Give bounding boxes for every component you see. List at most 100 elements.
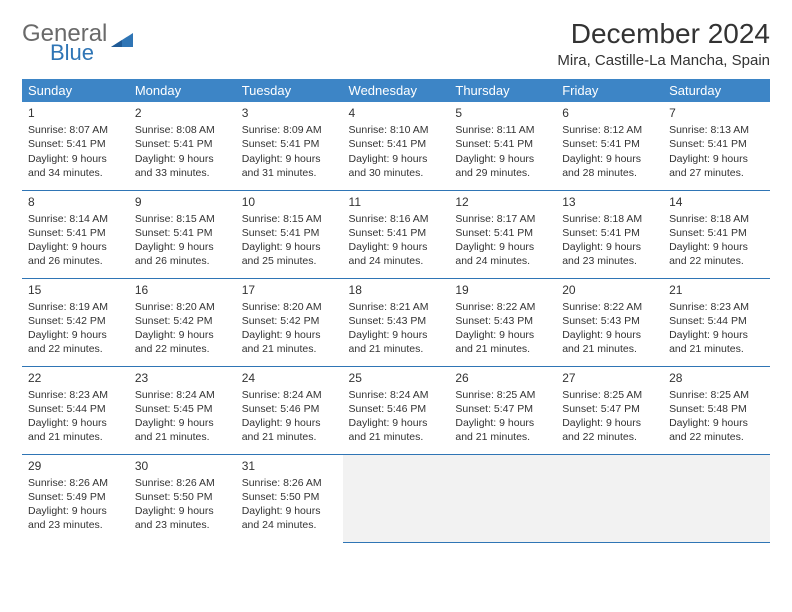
sunrise-line: Sunrise: 8:20 AM [242, 300, 337, 314]
day-number: 6 [562, 105, 657, 121]
sunset-line: Sunset: 5:41 PM [242, 137, 337, 151]
daylight-line: Daylight: 9 hours and 22 minutes. [28, 328, 123, 356]
sunset-line: Sunset: 5:50 PM [242, 490, 337, 504]
sunset-line: Sunset: 5:41 PM [455, 137, 550, 151]
day-number: 15 [28, 282, 123, 298]
day-number: 27 [562, 370, 657, 386]
daylight-line: Daylight: 9 hours and 22 minutes. [669, 416, 764, 444]
day-number: 17 [242, 282, 337, 298]
calendar-cell: 3Sunrise: 8:09 AMSunset: 5:41 PMDaylight… [236, 102, 343, 190]
title-block: December 2024 Mira, Castille-La Mancha, … [557, 18, 770, 69]
daylight-line: Daylight: 9 hours and 21 minutes. [455, 328, 550, 356]
daylight-line: Daylight: 9 hours and 28 minutes. [562, 152, 657, 180]
daylight-line: Daylight: 9 hours and 26 minutes. [135, 240, 230, 268]
calendar-row: 22Sunrise: 8:23 AMSunset: 5:44 PMDayligh… [22, 366, 770, 454]
sunrise-line: Sunrise: 8:22 AM [455, 300, 550, 314]
day-number: 29 [28, 458, 123, 474]
calendar-cell: 22Sunrise: 8:23 AMSunset: 5:44 PMDayligh… [22, 366, 129, 454]
sunset-line: Sunset: 5:44 PM [669, 314, 764, 328]
day-number: 18 [349, 282, 444, 298]
daylight-line: Daylight: 9 hours and 24 minutes. [349, 240, 444, 268]
daylight-line: Daylight: 9 hours and 21 minutes. [349, 416, 444, 444]
sunrise-line: Sunrise: 8:25 AM [562, 388, 657, 402]
sunset-line: Sunset: 5:42 PM [28, 314, 123, 328]
sunrise-line: Sunrise: 8:25 AM [669, 388, 764, 402]
calendar-cell: 2Sunrise: 8:08 AMSunset: 5:41 PMDaylight… [129, 102, 236, 190]
day-number: 13 [562, 194, 657, 210]
daylight-line: Daylight: 9 hours and 24 minutes. [242, 504, 337, 532]
sunrise-line: Sunrise: 8:11 AM [455, 123, 550, 137]
sunrise-line: Sunrise: 8:20 AM [135, 300, 230, 314]
sunrise-line: Sunrise: 8:07 AM [28, 123, 123, 137]
weekday-header-row: SundayMondayTuesdayWednesdayThursdayFrid… [22, 79, 770, 102]
sunrise-line: Sunrise: 8:21 AM [349, 300, 444, 314]
calendar-cell: 7Sunrise: 8:13 AMSunset: 5:41 PMDaylight… [663, 102, 770, 190]
day-number: 14 [669, 194, 764, 210]
sunset-line: Sunset: 5:41 PM [28, 137, 123, 151]
sunrise-line: Sunrise: 8:09 AM [242, 123, 337, 137]
sunset-line: Sunset: 5:44 PM [28, 402, 123, 416]
sunset-line: Sunset: 5:41 PM [349, 137, 444, 151]
calendar-cell: 19Sunrise: 8:22 AMSunset: 5:43 PMDayligh… [449, 278, 556, 366]
sunrise-line: Sunrise: 8:12 AM [562, 123, 657, 137]
calendar-cell: 23Sunrise: 8:24 AMSunset: 5:45 PMDayligh… [129, 366, 236, 454]
calendar-cell: 9Sunrise: 8:15 AMSunset: 5:41 PMDaylight… [129, 190, 236, 278]
calendar-body: 1Sunrise: 8:07 AMSunset: 5:41 PMDaylight… [22, 102, 770, 542]
sunrise-line: Sunrise: 8:15 AM [135, 212, 230, 226]
sunrise-line: Sunrise: 8:17 AM [455, 212, 550, 226]
calendar-cell-empty [449, 454, 556, 542]
sunrise-line: Sunrise: 8:10 AM [349, 123, 444, 137]
calendar-cell: 25Sunrise: 8:24 AMSunset: 5:46 PMDayligh… [343, 366, 450, 454]
sunset-line: Sunset: 5:42 PM [242, 314, 337, 328]
daylight-line: Daylight: 9 hours and 21 minutes. [669, 328, 764, 356]
daylight-line: Daylight: 9 hours and 21 minutes. [562, 328, 657, 356]
sunrise-line: Sunrise: 8:08 AM [135, 123, 230, 137]
calendar-cell: 17Sunrise: 8:20 AMSunset: 5:42 PMDayligh… [236, 278, 343, 366]
day-number: 3 [242, 105, 337, 121]
sunrise-line: Sunrise: 8:26 AM [135, 476, 230, 490]
sunset-line: Sunset: 5:41 PM [562, 137, 657, 151]
calendar-cell-empty [556, 454, 663, 542]
sunrise-line: Sunrise: 8:26 AM [242, 476, 337, 490]
calendar-cell: 21Sunrise: 8:23 AMSunset: 5:44 PMDayligh… [663, 278, 770, 366]
weekday-header: Tuesday [236, 79, 343, 102]
day-number: 25 [349, 370, 444, 386]
calendar-cell: 13Sunrise: 8:18 AMSunset: 5:41 PMDayligh… [556, 190, 663, 278]
daylight-line: Daylight: 9 hours and 23 minutes. [28, 504, 123, 532]
logo-word2: Blue [50, 42, 107, 64]
sunset-line: Sunset: 5:41 PM [349, 226, 444, 240]
calendar-cell: 10Sunrise: 8:15 AMSunset: 5:41 PMDayligh… [236, 190, 343, 278]
daylight-line: Daylight: 9 hours and 21 minutes. [455, 416, 550, 444]
calendar-cell-empty [343, 454, 450, 542]
calendar-cell: 11Sunrise: 8:16 AMSunset: 5:41 PMDayligh… [343, 190, 450, 278]
daylight-line: Daylight: 9 hours and 22 minutes. [562, 416, 657, 444]
day-number: 12 [455, 194, 550, 210]
sunset-line: Sunset: 5:41 PM [669, 226, 764, 240]
day-number: 22 [28, 370, 123, 386]
daylight-line: Daylight: 9 hours and 30 minutes. [349, 152, 444, 180]
daylight-line: Daylight: 9 hours and 22 minutes. [135, 328, 230, 356]
sunrise-line: Sunrise: 8:26 AM [28, 476, 123, 490]
location: Mira, Castille-La Mancha, Spain [557, 52, 770, 69]
day-number: 30 [135, 458, 230, 474]
weekday-header: Wednesday [343, 79, 450, 102]
calendar-cell: 24Sunrise: 8:24 AMSunset: 5:46 PMDayligh… [236, 366, 343, 454]
calendar-cell: 15 Sunrise: 8:19 AMSunset: 5:42 PMDayligh… [22, 278, 129, 366]
sunset-line: Sunset: 5:41 PM [135, 226, 230, 240]
calendar-cell: 4Sunrise: 8:10 AMSunset: 5:41 PMDaylight… [343, 102, 450, 190]
day-number: 10 [242, 194, 337, 210]
sunrise-line: Sunrise: 8:19 AM [28, 300, 123, 314]
calendar-table: SundayMondayTuesdayWednesdayThursdayFrid… [22, 79, 770, 543]
calendar-cell: 5 Sunrise: 8:11 AMSunset: 5:41 PMDaylight… [449, 102, 556, 190]
daylight-line: Daylight: 9 hours and 29 minutes. [455, 152, 550, 180]
sunset-line: Sunset: 5:41 PM [28, 226, 123, 240]
calendar-cell: 28Sunrise: 8:25 AMSunset: 5:48 PMDayligh… [663, 366, 770, 454]
day-number: 21 [669, 282, 764, 298]
sunset-line: Sunset: 5:45 PM [135, 402, 230, 416]
day-number: 5 [455, 105, 550, 121]
sunset-line: Sunset: 5:48 PM [669, 402, 764, 416]
month-title: December 2024 [557, 18, 770, 50]
daylight-line: Daylight: 9 hours and 21 minutes. [28, 416, 123, 444]
daylight-line: Daylight: 9 hours and 22 minutes. [669, 240, 764, 268]
daylight-line: Daylight: 9 hours and 23 minutes. [562, 240, 657, 268]
